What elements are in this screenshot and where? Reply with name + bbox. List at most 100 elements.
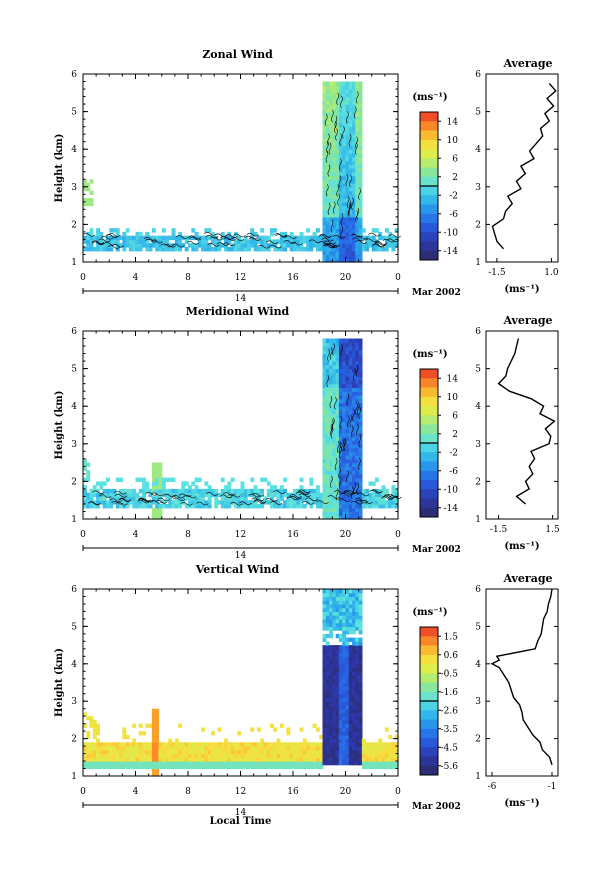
heatmap-cell: [335, 697, 340, 702]
heatmap-cell: [332, 258, 337, 263]
heatmap-cell: [342, 507, 347, 513]
heatmap-cell: [322, 485, 327, 490]
heatmap-cell: [335, 119, 340, 124]
heatmap-cell: [332, 611, 337, 616]
heatmap-cell: [345, 168, 350, 173]
heatmap-cell: [135, 753, 140, 758]
heatmap-cell: [342, 119, 347, 124]
heatmap-cell: [119, 753, 123, 758]
heatmap-cell: [358, 394, 363, 400]
heatmap-cell: [299, 742, 304, 747]
heatmap-cell: [338, 671, 343, 676]
heatmap-cell: [135, 761, 140, 766]
heatmap-cell: [342, 488, 347, 494]
heatmap-cell: [86, 757, 91, 762]
heatmap-cell: [96, 500, 100, 505]
heatmap-cell: [358, 216, 363, 222]
heatmap-cell: [325, 470, 330, 475]
heatmap-cell: [322, 383, 327, 388]
heatmap-cell: [348, 652, 353, 657]
heatmap-cell: [86, 753, 91, 758]
heatmap-cell: [168, 761, 173, 766]
heatmap-cell: [358, 235, 363, 241]
heatmap-cell: [325, 428, 330, 434]
heatmap-cell: [335, 361, 340, 366]
heatmap-cell: [352, 481, 356, 486]
heatmap-cell: [83, 485, 87, 490]
heatmap-cell: [338, 742, 343, 747]
heatmap-cell: [335, 149, 340, 154]
heatmap-cell: [388, 746, 393, 751]
heatmap-cell: [378, 235, 383, 241]
heatmap-cell: [273, 764, 278, 770]
heatmap-cell: [96, 488, 100, 494]
heatmap-cell: [355, 492, 360, 498]
heatmap-cell: [348, 678, 353, 684]
heatmap-cell: [151, 470, 156, 475]
heatmap-cell: [106, 753, 110, 758]
heatmap-cell: [325, 712, 330, 717]
heatmap-cell: [86, 473, 91, 479]
heatmap-cell: [394, 757, 399, 762]
heatmap-cell: [352, 417, 356, 422]
heatmap-cell: [204, 492, 209, 498]
heatmap-cell: [178, 742, 183, 747]
heatmap-cell: [345, 243, 350, 248]
heatmap-cell: [355, 712, 360, 717]
heatmap-cell: [237, 239, 242, 244]
heatmap-cell: [188, 761, 192, 766]
heatmap-cell: [384, 504, 389, 509]
heatmap-cell: [348, 600, 353, 605]
heatmap-cell: [338, 402, 343, 407]
heatmap-cell: [276, 239, 281, 244]
heatmap-cell: [355, 194, 360, 199]
heatmap-cell: [102, 761, 107, 766]
heatmap-cell: [352, 455, 356, 460]
heatmap-cell: [325, 734, 330, 740]
heatmap-cell: [368, 481, 373, 486]
heatmap-cell: [263, 477, 268, 482]
heatmap-cell: [138, 477, 143, 482]
heatmap-cell: [165, 488, 169, 494]
heatmap-cell: [325, 757, 330, 762]
heatmap-cell: [381, 504, 386, 509]
heatmap-cell: [102, 504, 107, 509]
heatmap-cell: [375, 500, 379, 505]
heatmap-cell: [250, 746, 255, 751]
heatmap-cell: [132, 239, 137, 244]
heatmap-cell: [332, 675, 337, 680]
heatmap-cell: [335, 686, 340, 691]
heatmap-cell: [115, 749, 120, 755]
heatmap-cell: [329, 447, 333, 452]
heatmap-cell: [335, 81, 340, 86]
heatmap-cell: [214, 243, 219, 248]
heatmap-cell: [384, 228, 389, 233]
heatmap-cell: [319, 761, 324, 766]
contour-segment: [330, 426, 334, 439]
heatmap-cell: [325, 383, 330, 388]
heatmap-cell: [322, 171, 327, 177]
heatmap-cell: [345, 220, 350, 225]
heatmap-cell: [352, 723, 356, 728]
heatmap-cell: [342, 432, 347, 437]
heatmap-cell: [161, 504, 166, 509]
heatmap-cell: [96, 496, 100, 501]
heatmap-cell: [96, 243, 100, 248]
heatmap-cell: [312, 239, 317, 244]
heatmap-cell: [155, 723, 160, 728]
heatmap-cell: [352, 179, 356, 184]
heatmap-cell: [142, 477, 146, 482]
heatmap-cell: [214, 757, 219, 762]
heatmap-cell: [338, 92, 343, 98]
heatmap-cell: [266, 481, 271, 486]
heatmap-cell: [230, 761, 235, 766]
heatmap-cell: [325, 481, 330, 486]
heatmap-cell: [345, 656, 350, 661]
contour-segment: [188, 235, 201, 240]
heatmap-cell: [145, 231, 150, 237]
heatmap-cell: [191, 504, 196, 509]
heatmap-cell: [394, 500, 399, 505]
heatmap-cell: [355, 220, 360, 225]
heatmap-cell: [325, 413, 330, 419]
contour-segment: [332, 343, 335, 356]
